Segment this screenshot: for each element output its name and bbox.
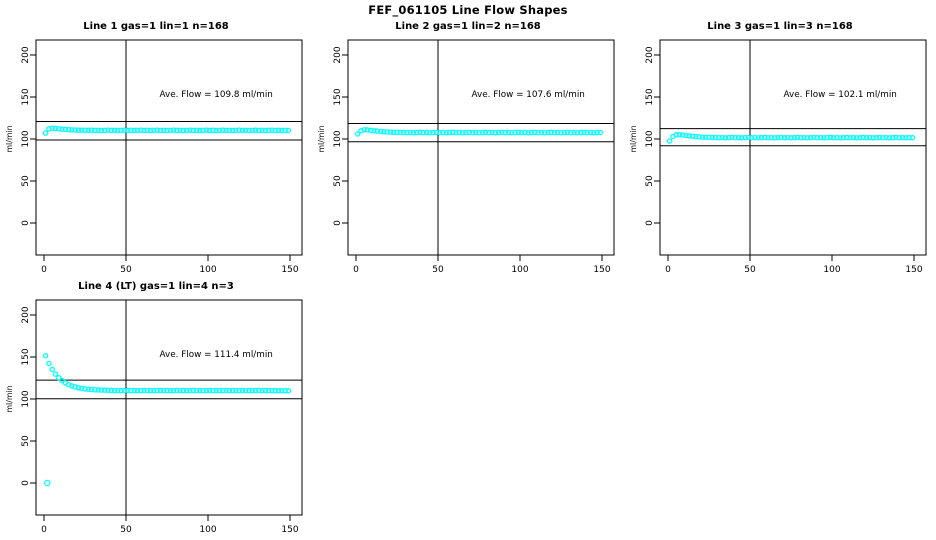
panel-title: Line 2 gas=1 lin=2 n=168: [395, 21, 541, 32]
x-tick-label: 50: [120, 525, 132, 535]
x-tick-label: 50: [744, 265, 756, 275]
plot-area: 0 50 100 150 0 50 100 150 200 ml/min Ave. Flow = 1…: [5, 299, 303, 535]
x-tick-label: 150: [905, 265, 922, 275]
chart-panel-3: Line 3 gas=1 lin=3 n=168 0 50 100 150 0 50 100 1…: [624, 0, 936, 280]
page-title: FEF_061105 Line Flow Shapes: [368, 3, 568, 17]
ave-flow-label: Ave. Flow = 111.4 ml/min: [160, 350, 273, 360]
outlier-point: [44, 479, 51, 487]
y-tick-label: 200: [645, 46, 655, 63]
y-tick-label: 200: [21, 306, 31, 323]
x-tick-label: 0: [353, 265, 359, 275]
y-tick-label: 0: [21, 480, 31, 486]
x-tick-label: 100: [199, 265, 216, 275]
y-axis-label: ml/min: [629, 125, 638, 152]
plot-border: [35, 39, 303, 256]
panel-title: Line 4 (LT) gas=1 lin=4 n=3: [78, 281, 234, 292]
chart-panel-2: Line 2 gas=1 lin=2 n=168 0 50 100 150 0 50 100 1…: [312, 0, 624, 280]
y-tick-label: 50: [333, 175, 343, 187]
plot-border: [659, 39, 927, 256]
x-tick-label: 0: [665, 265, 671, 275]
chart-panel-4: Line 4 (LT) gas=1 lin=4 n=3 0 50 100 150 0 50 1…: [0, 260, 312, 540]
y-tick-label: 200: [21, 46, 31, 63]
x-tick-label: 150: [593, 265, 610, 275]
y-tick-label: 0: [21, 220, 31, 226]
plot-border: [35, 299, 303, 516]
y-tick-label: 150: [21, 348, 31, 365]
y-tick-label: 150: [21, 88, 31, 105]
x-tick-label: 100: [511, 265, 528, 275]
panel-title: Line 3 gas=1 lin=3 n=168: [707, 21, 853, 32]
x-tick-label: 150: [281, 265, 298, 275]
y-tick-label: 200: [333, 46, 343, 63]
y-tick-label: 100: [21, 130, 31, 147]
x-tick-label: 50: [432, 265, 444, 275]
x-tick-label: 50: [120, 265, 132, 275]
y-tick-label: 100: [645, 130, 655, 147]
scatter-points: [666, 131, 916, 144]
x-tick-label: 0: [41, 525, 47, 535]
y-tick-label: 50: [21, 435, 31, 447]
y-tick-label: 150: [333, 88, 343, 105]
x-tick-label: 0: [41, 265, 47, 275]
plot-area: 0 50 100 150 0 50 100 150 200 ml/min Ave. Flow = 1…: [629, 39, 927, 275]
y-tick-label: 0: [333, 220, 343, 226]
scatter-points: [354, 127, 604, 137]
y-tick-label: 50: [645, 175, 655, 187]
scatter-points: [42, 352, 292, 487]
y-axis-label: ml/min: [5, 125, 14, 152]
y-tick-label: 100: [333, 130, 343, 147]
y-axis-label: ml/min: [317, 125, 326, 152]
chart-panel-1: Line 1 gas=1 lin=1 n=168 0 50 100 150 0 50 100 1…: [0, 0, 312, 280]
y-tick-label: 50: [21, 175, 31, 187]
y-axis-label: ml/min: [5, 385, 14, 412]
y-tick-label: 0: [645, 220, 655, 226]
scatter-points: [42, 125, 292, 136]
ave-flow-label: Ave. Flow = 107.6 ml/min: [472, 90, 585, 100]
x-tick-label: 100: [823, 265, 840, 275]
y-tick-label: 150: [645, 88, 655, 105]
plot-border: [347, 39, 615, 256]
plot-area: 0 50 100 150 0 50 100 150 200 ml/min Ave. Flow = 1…: [5, 39, 303, 275]
y-tick-label: 100: [21, 390, 31, 407]
x-tick-label: 150: [281, 525, 298, 535]
ave-flow-label: Ave. Flow = 109.8 ml/min: [160, 90, 273, 100]
ave-flow-label: Ave. Flow = 102.1 ml/min: [784, 90, 897, 100]
panel-title: Line 1 gas=1 lin=1 n=168: [83, 21, 229, 32]
x-tick-label: 100: [199, 525, 216, 535]
plot-area: 0 50 100 150 0 50 100 150 200 ml/min Ave. Flow = 1…: [317, 39, 615, 275]
